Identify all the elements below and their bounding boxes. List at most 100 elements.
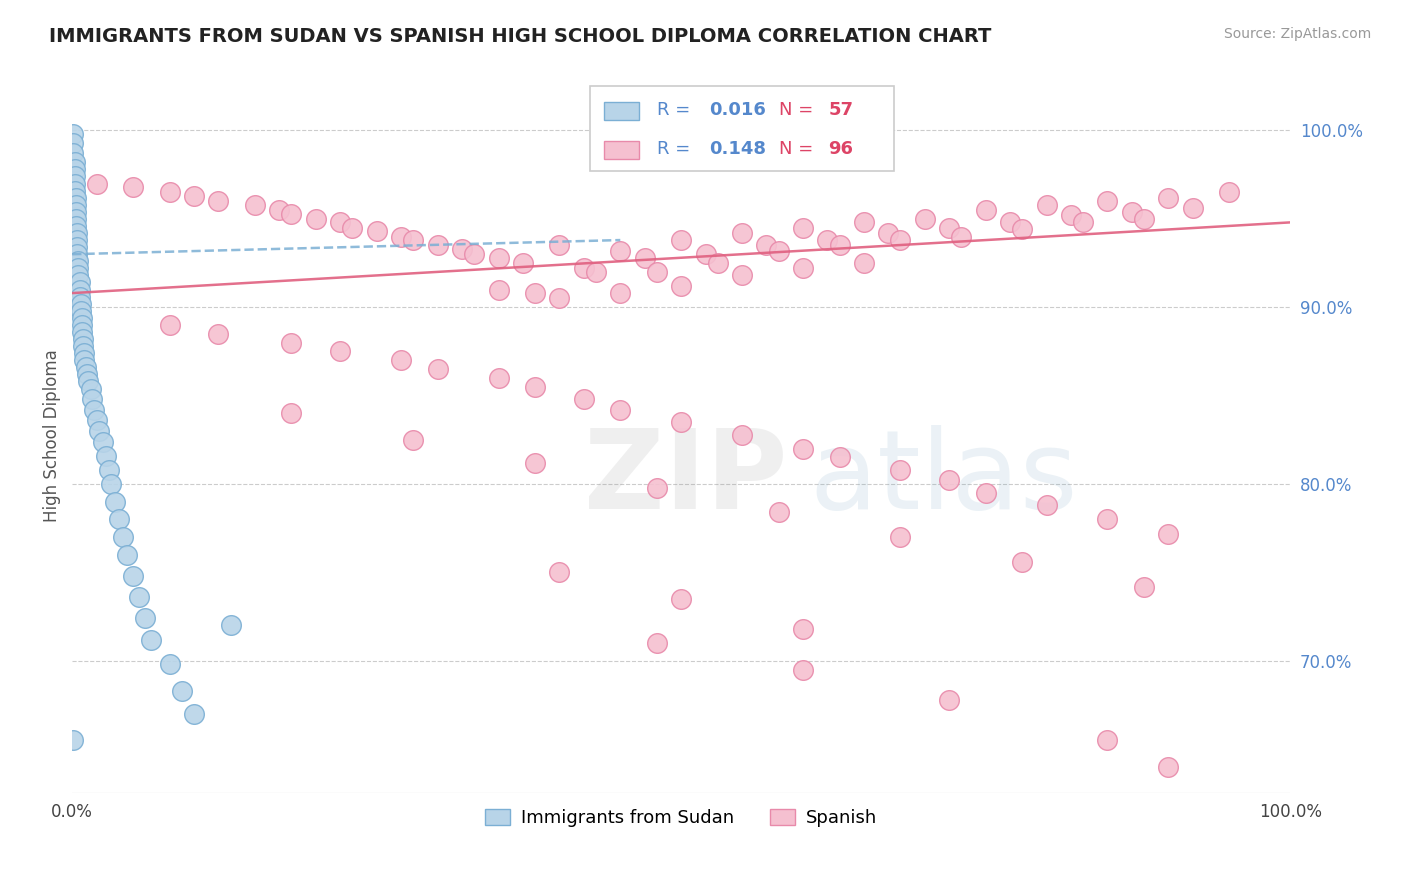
Point [1133,211,1156,226]
Point [998,215,1021,229]
Point [66,233,89,247]
Point [1011,555,1033,569]
Point [572,392,595,406]
Point [792,442,814,456]
Point [815,233,838,247]
Point [122,180,145,194]
Point [65,197,87,211]
Point [159,186,181,200]
Point [645,265,668,279]
Point [402,433,425,447]
Point [134,611,156,625]
Point [269,202,291,217]
Point [645,481,668,495]
FancyBboxPatch shape [591,86,894,170]
Point [366,224,388,238]
Point [96,449,118,463]
Point [183,706,205,721]
Point [938,474,960,488]
Point [122,569,145,583]
Point [87,424,110,438]
Point [243,197,266,211]
Point [1157,760,1180,774]
Text: atlas: atlas [808,425,1077,532]
Point [159,657,181,672]
Text: R =: R = [657,140,696,159]
Point [62,733,84,747]
Point [512,256,534,270]
Point [488,371,510,385]
Point [73,353,96,368]
Point [645,636,668,650]
Point [65,219,87,233]
Text: N =: N = [779,140,818,159]
Point [1133,580,1156,594]
Point [280,206,302,220]
Text: 0.016: 0.016 [709,101,766,119]
Point [219,618,242,632]
Point [91,434,114,449]
Point [1218,186,1240,200]
Point [609,402,631,417]
Point [488,251,510,265]
Point [755,238,778,252]
Point [669,279,692,293]
Point [889,463,911,477]
Point [524,456,547,470]
Point [889,530,911,544]
Text: 57: 57 [828,101,853,119]
Point [115,548,138,562]
Point [1035,498,1057,512]
Point [63,177,86,191]
Point [1097,512,1119,526]
Legend: Immigrants from Sudan, Spanish: Immigrants from Sudan, Spanish [478,802,884,834]
Point [1097,733,1119,747]
Point [63,162,86,177]
Point [170,683,193,698]
Point [65,191,87,205]
Point [70,318,93,332]
Point [159,318,181,332]
Text: 96: 96 [828,140,853,159]
Text: Source: ZipAtlas.com: Source: ZipAtlas.com [1223,27,1371,41]
Point [768,505,790,519]
Point [731,226,754,240]
Point [524,286,547,301]
Bar [605,141,638,160]
Point [792,261,814,276]
Point [141,632,163,647]
Point [426,238,449,252]
Point [695,247,717,261]
Point [79,382,101,396]
Point [62,127,84,141]
Point [731,268,754,283]
Point [463,247,485,261]
Point [280,335,302,350]
Point [389,229,412,244]
Point [1181,201,1204,215]
Point [731,427,754,442]
Point [451,242,474,256]
Point [70,325,93,339]
Point [914,211,936,226]
Point [828,238,851,252]
Y-axis label: High School Diploma: High School Diploma [44,349,60,522]
Point [69,276,91,290]
Point [974,486,997,500]
Point [609,286,631,301]
Point [67,268,90,283]
Point [426,362,449,376]
Point [63,155,86,169]
Point [852,256,875,270]
Point [1035,197,1057,211]
Point [792,663,814,677]
Point [342,220,364,235]
Point [97,463,120,477]
Point [104,494,127,508]
Point [402,233,425,247]
Point [938,220,960,235]
Point [67,254,90,268]
Point [889,233,911,247]
Point [877,226,900,240]
Point [548,238,571,252]
